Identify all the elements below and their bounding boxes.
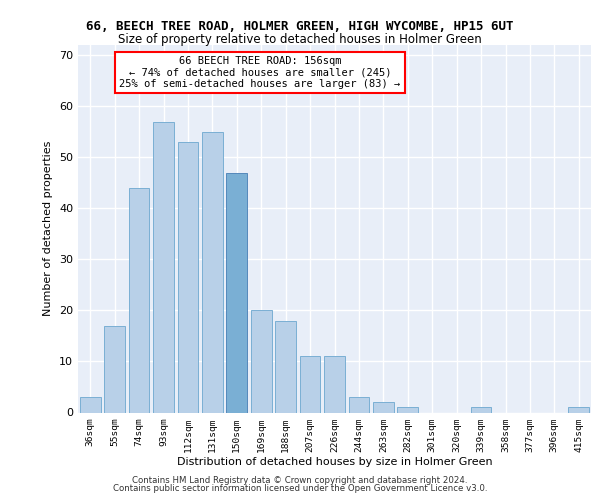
Bar xyxy=(80,397,101,412)
Y-axis label: Number of detached properties: Number of detached properties xyxy=(43,141,53,316)
X-axis label: Distribution of detached houses by size in Holmer Green: Distribution of detached houses by size … xyxy=(176,458,493,468)
Bar xyxy=(397,408,418,412)
Bar xyxy=(251,310,272,412)
Bar xyxy=(275,320,296,412)
Bar xyxy=(349,397,370,412)
Bar xyxy=(373,402,394,412)
Bar xyxy=(324,356,345,412)
Bar xyxy=(178,142,199,412)
Text: 66 BEECH TREE ROAD: 156sqm
← 74% of detached houses are smaller (245)
25% of sem: 66 BEECH TREE ROAD: 156sqm ← 74% of deta… xyxy=(119,56,401,89)
Bar xyxy=(568,408,589,412)
Bar xyxy=(128,188,149,412)
Bar xyxy=(299,356,320,412)
Text: Contains public sector information licensed under the Open Government Licence v3: Contains public sector information licen… xyxy=(113,484,487,493)
Text: Size of property relative to detached houses in Holmer Green: Size of property relative to detached ho… xyxy=(118,32,482,46)
Bar xyxy=(153,122,174,412)
Bar xyxy=(202,132,223,412)
Text: 66, BEECH TREE ROAD, HOLMER GREEN, HIGH WYCOMBE, HP15 6UT: 66, BEECH TREE ROAD, HOLMER GREEN, HIGH … xyxy=(86,20,514,33)
Bar xyxy=(470,408,491,412)
Bar xyxy=(226,172,247,412)
Bar xyxy=(104,326,125,412)
Text: Contains HM Land Registry data © Crown copyright and database right 2024.: Contains HM Land Registry data © Crown c… xyxy=(132,476,468,485)
